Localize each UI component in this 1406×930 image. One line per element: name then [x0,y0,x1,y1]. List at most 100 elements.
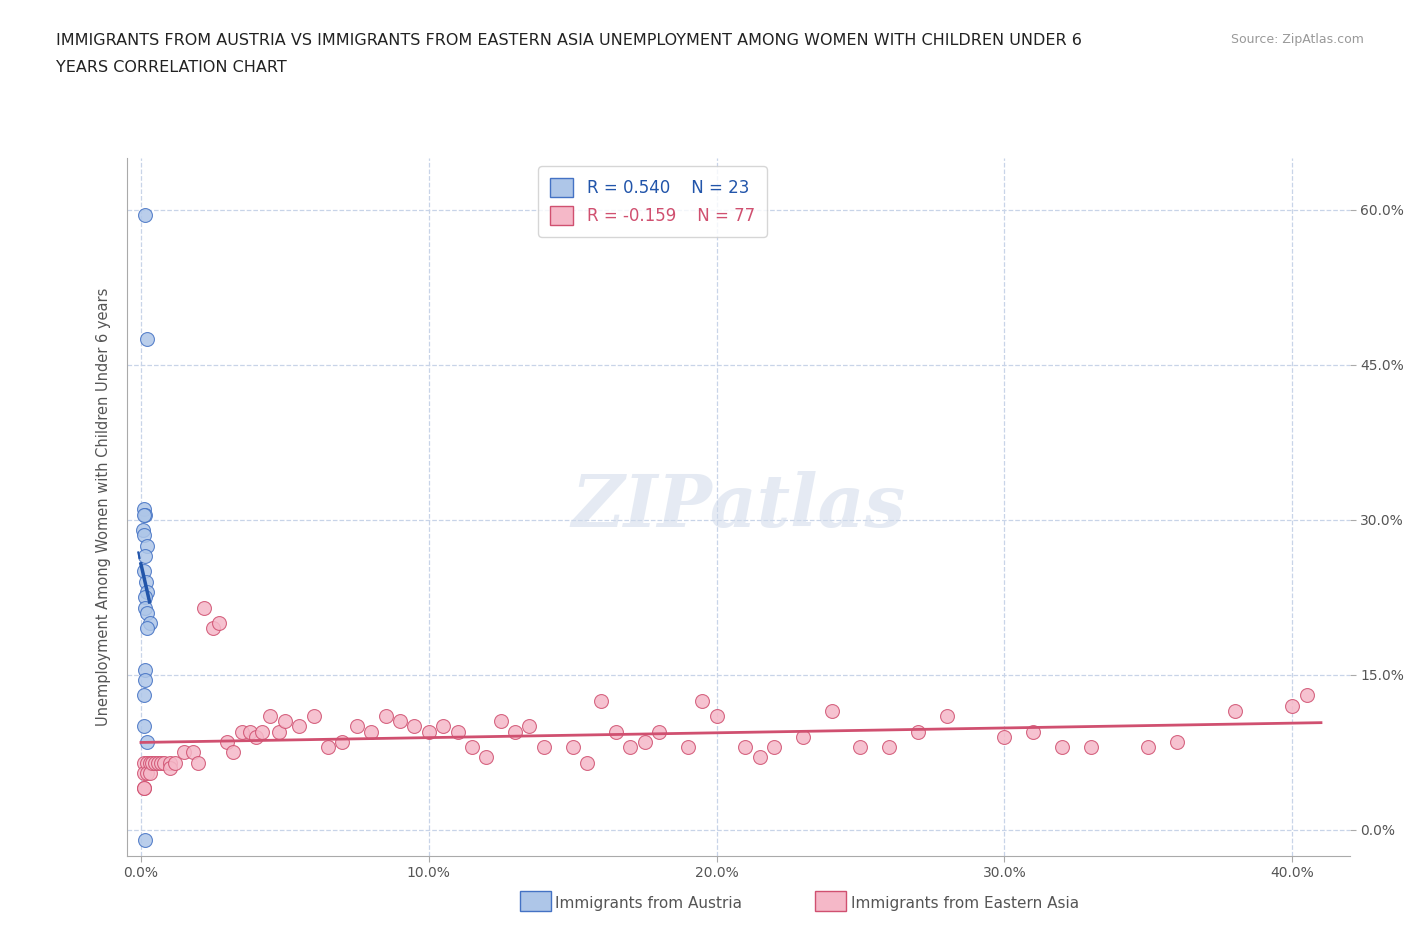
Point [138,755,160,770]
Point [222,745,245,760]
Point [134,600,156,615]
Point [250,724,273,739]
Point [132,502,155,517]
Point [217,735,239,750]
Text: Immigrants from Austria: Immigrants from Austria [555,896,742,910]
Point [135,585,157,600]
Text: Immigrants from Eastern Asia: Immigrants from Eastern Asia [851,896,1078,910]
Point [138,616,160,631]
Point [134,207,156,222]
Point [132,523,155,538]
Point [135,755,157,770]
Point [208,616,231,631]
Point [446,724,468,739]
Point [935,709,957,724]
Point [519,719,541,734]
Text: YEARS CORRELATION CHART: YEARS CORRELATION CHART [56,60,287,75]
Point [143,755,166,770]
Point [135,621,157,636]
Point [134,549,156,564]
Point [173,745,195,760]
Point [374,709,396,724]
Point [533,739,555,754]
Point [576,755,599,770]
Point [259,709,281,724]
Point [877,739,900,754]
Point [503,724,526,739]
Point [1022,724,1045,739]
Point [135,538,157,553]
Point [134,507,156,522]
Point [1295,688,1317,703]
Point [676,739,699,754]
Text: Source: ZipAtlas.com: Source: ZipAtlas.com [1230,33,1364,46]
Point [706,709,728,724]
Point [193,600,215,615]
Point [153,755,176,770]
Point [201,621,224,636]
Point [346,719,368,734]
Point [993,729,1015,744]
Point [159,755,181,770]
Point [134,832,156,847]
Point [132,688,155,703]
Point [821,703,844,718]
Point [181,745,204,760]
Point [1050,739,1073,754]
Point [360,724,382,739]
Point [605,724,627,739]
Point [135,575,157,590]
Point [141,755,163,770]
Point [1166,735,1188,750]
Point [231,724,253,739]
Point [792,729,814,744]
Point [404,719,426,734]
Point [135,331,157,346]
Point [734,739,756,754]
Point [134,662,156,677]
Point [591,693,613,708]
Point [418,724,440,739]
Point [134,590,156,604]
Point [690,693,713,708]
Point [267,724,290,739]
Point [1080,739,1102,754]
Point [132,765,155,780]
Point [763,739,786,754]
Point [619,739,641,754]
Point [245,729,267,744]
Point [1281,698,1303,713]
Point [748,750,770,764]
Point [132,781,155,796]
Point [288,719,311,734]
Point [132,507,155,522]
Point [187,755,209,770]
Point [302,709,325,724]
Point [1137,739,1160,754]
Point [648,724,671,739]
Point [135,605,157,620]
Point [239,724,262,739]
Point [489,714,512,729]
Text: IMMIGRANTS FROM AUSTRIA VS IMMIGRANTS FROM EASTERN ASIA UNEMPLOYMENT AMONG WOMEN: IMMIGRANTS FROM AUSTRIA VS IMMIGRANTS FR… [56,33,1083,47]
Point [475,750,498,764]
Point [135,765,157,780]
Legend: R = 0.540    N = 23, R = -0.159    N = 77: R = 0.540 N = 23, R = -0.159 N = 77 [538,166,766,236]
Point [150,755,173,770]
Point [138,765,160,780]
Y-axis label: Unemployment Among Women with Children Under 6 years: Unemployment Among Women with Children U… [96,287,111,726]
Point [332,735,354,750]
Point [132,564,155,578]
Point [165,755,187,770]
Point [849,739,872,754]
Point [134,528,156,543]
Point [461,739,484,754]
Point [633,735,655,750]
Text: ZIPatlas: ZIPatlas [571,472,905,542]
Point [316,739,339,754]
Point [907,724,929,739]
Point [134,719,156,734]
Point [159,761,181,776]
Point [388,714,411,729]
Point [148,755,170,770]
